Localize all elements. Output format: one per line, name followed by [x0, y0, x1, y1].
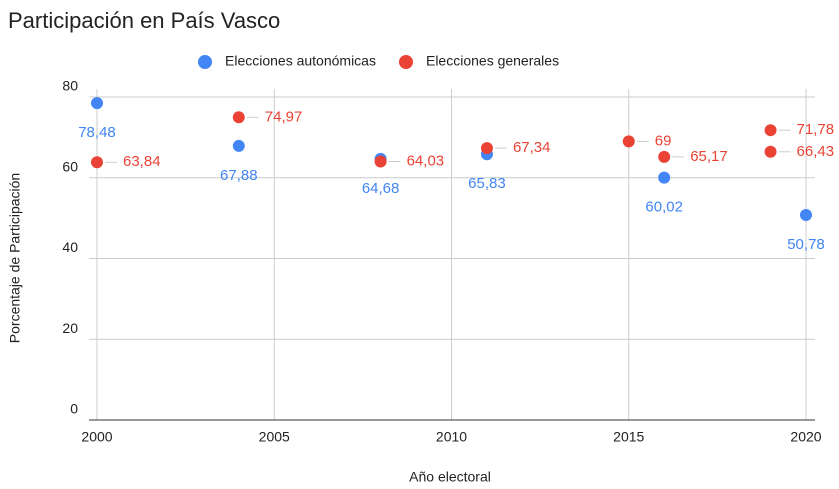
data-label: 71,78: [797, 121, 835, 138]
data-point: [764, 145, 777, 158]
data-point: [232, 111, 245, 124]
y-axis-label: Porcentaje de Participación: [7, 173, 23, 343]
y-tick-label: 80: [62, 78, 78, 94]
legend-marker: [198, 55, 212, 69]
legend-label: Elecciones generales: [426, 53, 559, 69]
data-point: [658, 171, 671, 184]
y-tick-label: 20: [62, 320, 78, 336]
x-axis-label: Año electoral: [409, 469, 491, 485]
data-point: [622, 135, 635, 148]
y-tick-label: 40: [62, 239, 78, 255]
x-tick-label: 2020: [790, 429, 821, 445]
data-label: 67,88: [220, 167, 258, 184]
legend-label: Elecciones autonómicas: [225, 53, 376, 69]
x-tick-label: 2005: [259, 429, 290, 445]
data-label: 69: [655, 132, 672, 149]
data-point: [91, 156, 103, 169]
data-point: [480, 142, 493, 155]
y-tick-label: 0: [70, 401, 78, 417]
data-label: 64,03: [407, 152, 445, 169]
x-tick-label: 2000: [81, 429, 112, 445]
data-point: [800, 208, 812, 221]
data-label: 65,17: [690, 148, 728, 165]
data-label: 67,34: [513, 139, 551, 156]
data-label: 66,43: [797, 143, 835, 160]
chart-title: Participación en País Vasco: [8, 8, 280, 33]
data-point: [91, 97, 103, 110]
data-label: 78,48: [78, 124, 116, 141]
data-label: 63,84: [123, 153, 161, 170]
data-label: 50,78: [787, 236, 825, 253]
data-label: 74,97: [265, 108, 303, 125]
data-point: [658, 150, 671, 163]
legend-marker: [398, 55, 413, 69]
data-point: [374, 155, 387, 168]
y-tick-label: 60: [62, 158, 78, 174]
data-label: 65,83: [468, 175, 506, 192]
x-tick-label: 2015: [613, 429, 644, 445]
x-tick-label: 2010: [436, 429, 467, 445]
data-label: 60,02: [645, 199, 683, 216]
data-label: 64,68: [362, 180, 400, 197]
data-point: [764, 124, 777, 137]
data-point: [232, 139, 245, 152]
